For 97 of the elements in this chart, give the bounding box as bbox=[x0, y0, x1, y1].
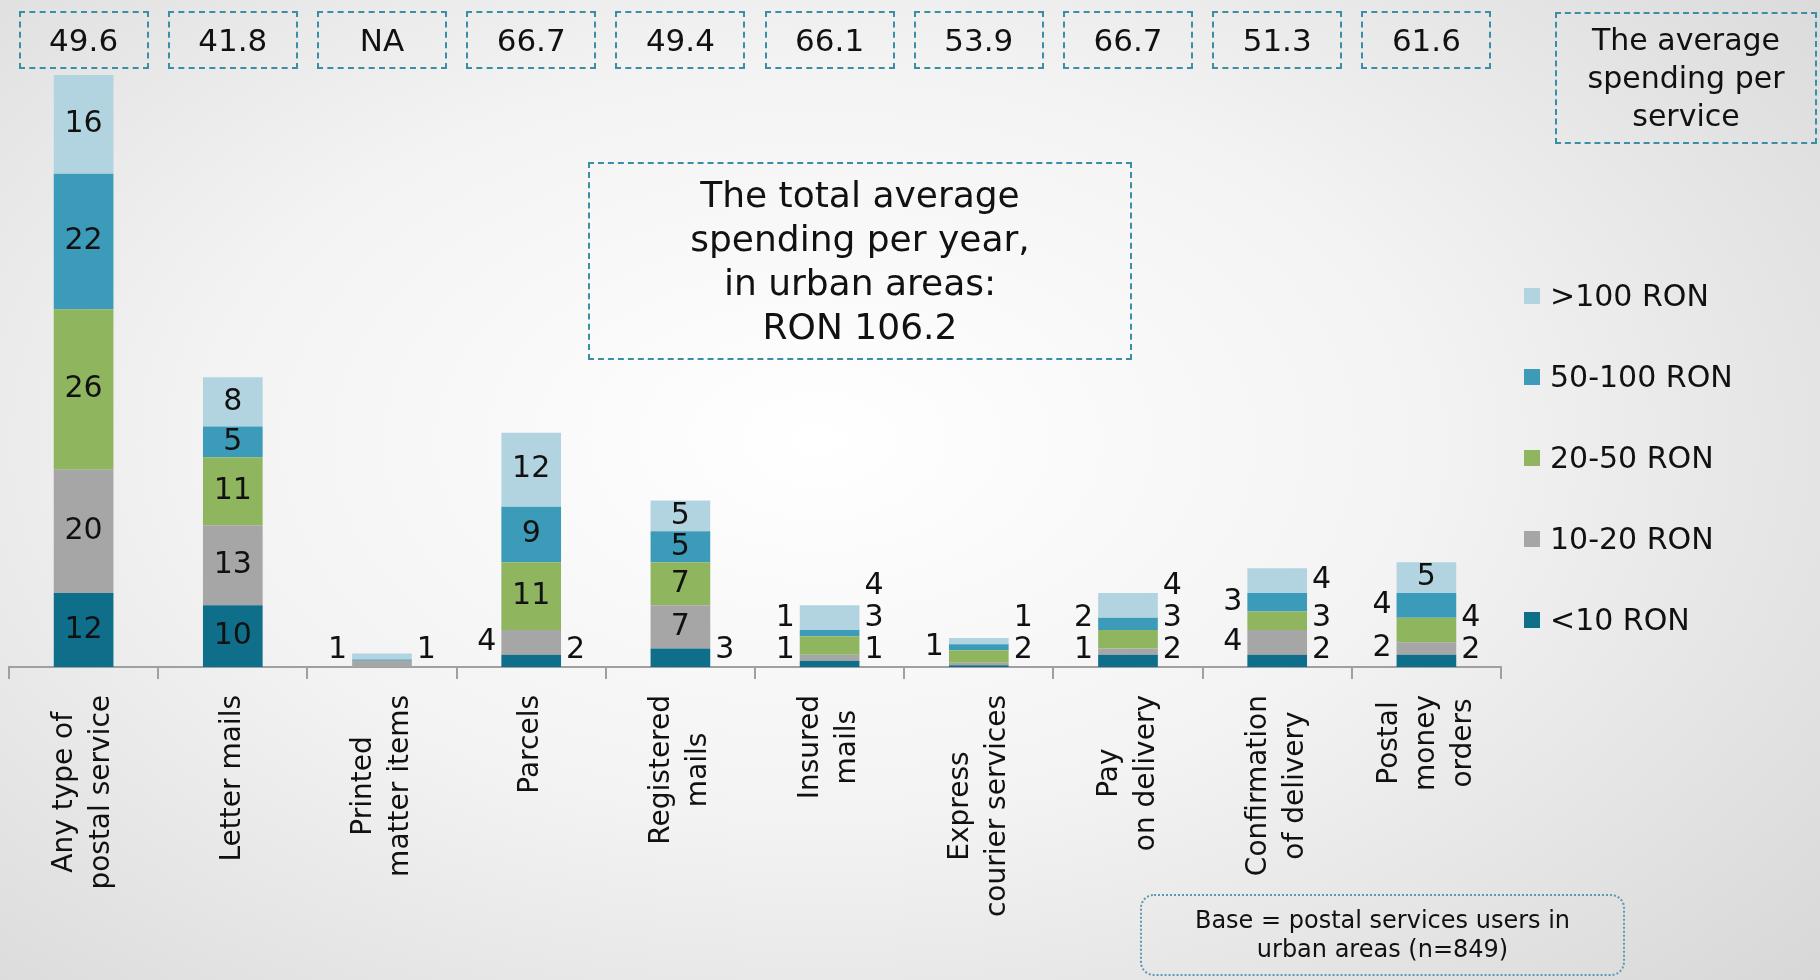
bar bbox=[1247, 593, 1308, 612]
bar bbox=[650, 562, 711, 606]
text: 51.3 bbox=[1212, 11, 1343, 69]
data-label: 22 bbox=[64, 221, 103, 257]
bar bbox=[202, 377, 263, 427]
bar bbox=[501, 654, 562, 667]
bar bbox=[1098, 617, 1158, 630]
data-label: 4 bbox=[1312, 560, 1332, 596]
bar bbox=[799, 636, 860, 655]
bar bbox=[1396, 562, 1457, 593]
bar bbox=[799, 630, 860, 637]
bar bbox=[650, 648, 711, 667]
bar bbox=[202, 605, 263, 667]
bar bbox=[948, 638, 1009, 645]
bar bbox=[1247, 630, 1308, 655]
data-label: 4 bbox=[1372, 585, 1392, 621]
data-label: 5 bbox=[223, 421, 243, 457]
legend-label: >100 RON bbox=[1550, 278, 1709, 313]
bar bbox=[53, 75, 114, 174]
bar bbox=[1247, 654, 1308, 667]
bar bbox=[501, 506, 562, 563]
bar bbox=[501, 562, 562, 630]
text: 66.7 bbox=[1063, 11, 1193, 69]
bar bbox=[352, 653, 412, 660]
bar bbox=[53, 173, 114, 310]
data-label: 3 bbox=[715, 629, 735, 665]
x-tick-label: Parcels bbox=[512, 695, 546, 794]
data-label: 20 bbox=[64, 511, 103, 547]
text: Base = postal services users in urban areas (n=849) bbox=[1140, 894, 1625, 976]
data-label: 7 bbox=[670, 563, 690, 599]
bar bbox=[501, 630, 562, 655]
bar bbox=[53, 593, 114, 667]
data-label: 26 bbox=[64, 369, 103, 405]
data-label: 3 bbox=[1223, 582, 1243, 618]
x-tick-label: Express courier services bbox=[941, 695, 1012, 918]
data-label: 1 bbox=[328, 629, 348, 665]
x-tick-label: Confirmation of delivery bbox=[1239, 695, 1310, 877]
bar bbox=[799, 605, 860, 630]
bar bbox=[1396, 642, 1457, 655]
data-label: 11 bbox=[512, 575, 551, 611]
x-tick-label: Letter mails bbox=[214, 695, 248, 862]
x-tick-label: Registered mails bbox=[643, 695, 714, 845]
data-label: 9 bbox=[521, 514, 541, 550]
data-label: 2 bbox=[566, 629, 586, 665]
bar bbox=[650, 531, 711, 563]
bar bbox=[1396, 593, 1457, 618]
legend-label: 20-50 RON bbox=[1550, 440, 1714, 475]
data-label: 1 bbox=[924, 627, 944, 663]
bar bbox=[53, 469, 114, 593]
bar bbox=[1396, 654, 1457, 667]
bar bbox=[948, 650, 1009, 663]
data-label: 1 bbox=[416, 629, 436, 665]
x-tick-label: Printed matter items bbox=[344, 694, 415, 877]
x-tick-label: Pay on delivery bbox=[1090, 695, 1161, 852]
text: 49.6 bbox=[18, 11, 149, 69]
x-tick-label: Insured mails bbox=[792, 695, 863, 800]
data-label: 16 bbox=[64, 104, 103, 140]
x-tick-label: Postal money orders bbox=[1370, 695, 1478, 791]
data-label: 7 bbox=[670, 606, 690, 642]
text: 53.9 bbox=[913, 11, 1044, 69]
data-label: 12 bbox=[64, 609, 103, 645]
bar bbox=[799, 654, 860, 661]
bar bbox=[948, 644, 1009, 651]
data-label: 5 bbox=[1416, 557, 1436, 593]
bar bbox=[1247, 568, 1308, 593]
text: 49.4 bbox=[615, 11, 746, 69]
bar bbox=[650, 605, 711, 649]
bar bbox=[1098, 593, 1158, 618]
data-label: 4 bbox=[477, 622, 497, 658]
bar bbox=[799, 660, 860, 667]
data-label: 8 bbox=[223, 381, 243, 417]
text: 61.6 bbox=[1361, 11, 1492, 69]
data-label: 12 bbox=[512, 449, 551, 485]
legend-label: <10 RON bbox=[1550, 602, 1690, 637]
text: 41.8 bbox=[167, 11, 298, 69]
data-label: 11 bbox=[213, 471, 252, 507]
text: The average spending per service bbox=[1555, 12, 1817, 144]
data-label: 13 bbox=[213, 545, 252, 581]
legend-label: 10-20 RON bbox=[1550, 521, 1714, 556]
text: 66.1 bbox=[764, 11, 895, 69]
bar bbox=[202, 525, 263, 606]
bar bbox=[501, 432, 562, 507]
bar bbox=[1247, 611, 1308, 630]
bar bbox=[1098, 654, 1158, 667]
bar bbox=[53, 309, 114, 470]
text: 66.7 bbox=[466, 11, 597, 69]
legend-label: 50-100 RON bbox=[1550, 359, 1733, 394]
data-label: 2 bbox=[1372, 628, 1392, 664]
text: NA bbox=[317, 11, 447, 69]
data-label: 10 bbox=[213, 615, 252, 651]
x-tick-label: Any type of postal service bbox=[46, 695, 117, 890]
annotation: The total average spending per year, in urban areas: RON 106.2 bbox=[588, 162, 1132, 360]
bar bbox=[1396, 617, 1457, 643]
data-label: 4 bbox=[1223, 622, 1243, 658]
bar bbox=[1098, 630, 1158, 649]
bar bbox=[1098, 648, 1158, 655]
bar bbox=[202, 457, 263, 526]
